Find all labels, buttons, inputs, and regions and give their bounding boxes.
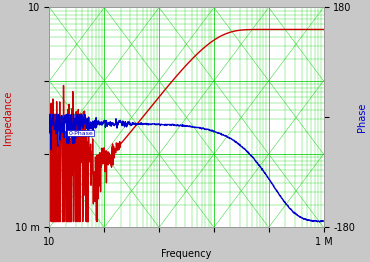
Y-axis label: Phase: Phase <box>357 103 367 132</box>
Y-axis label: Impedance: Impedance <box>3 90 13 145</box>
X-axis label: Frequency: Frequency <box>161 249 212 259</box>
Text: 0-Phase: 0-Phase <box>68 130 93 135</box>
